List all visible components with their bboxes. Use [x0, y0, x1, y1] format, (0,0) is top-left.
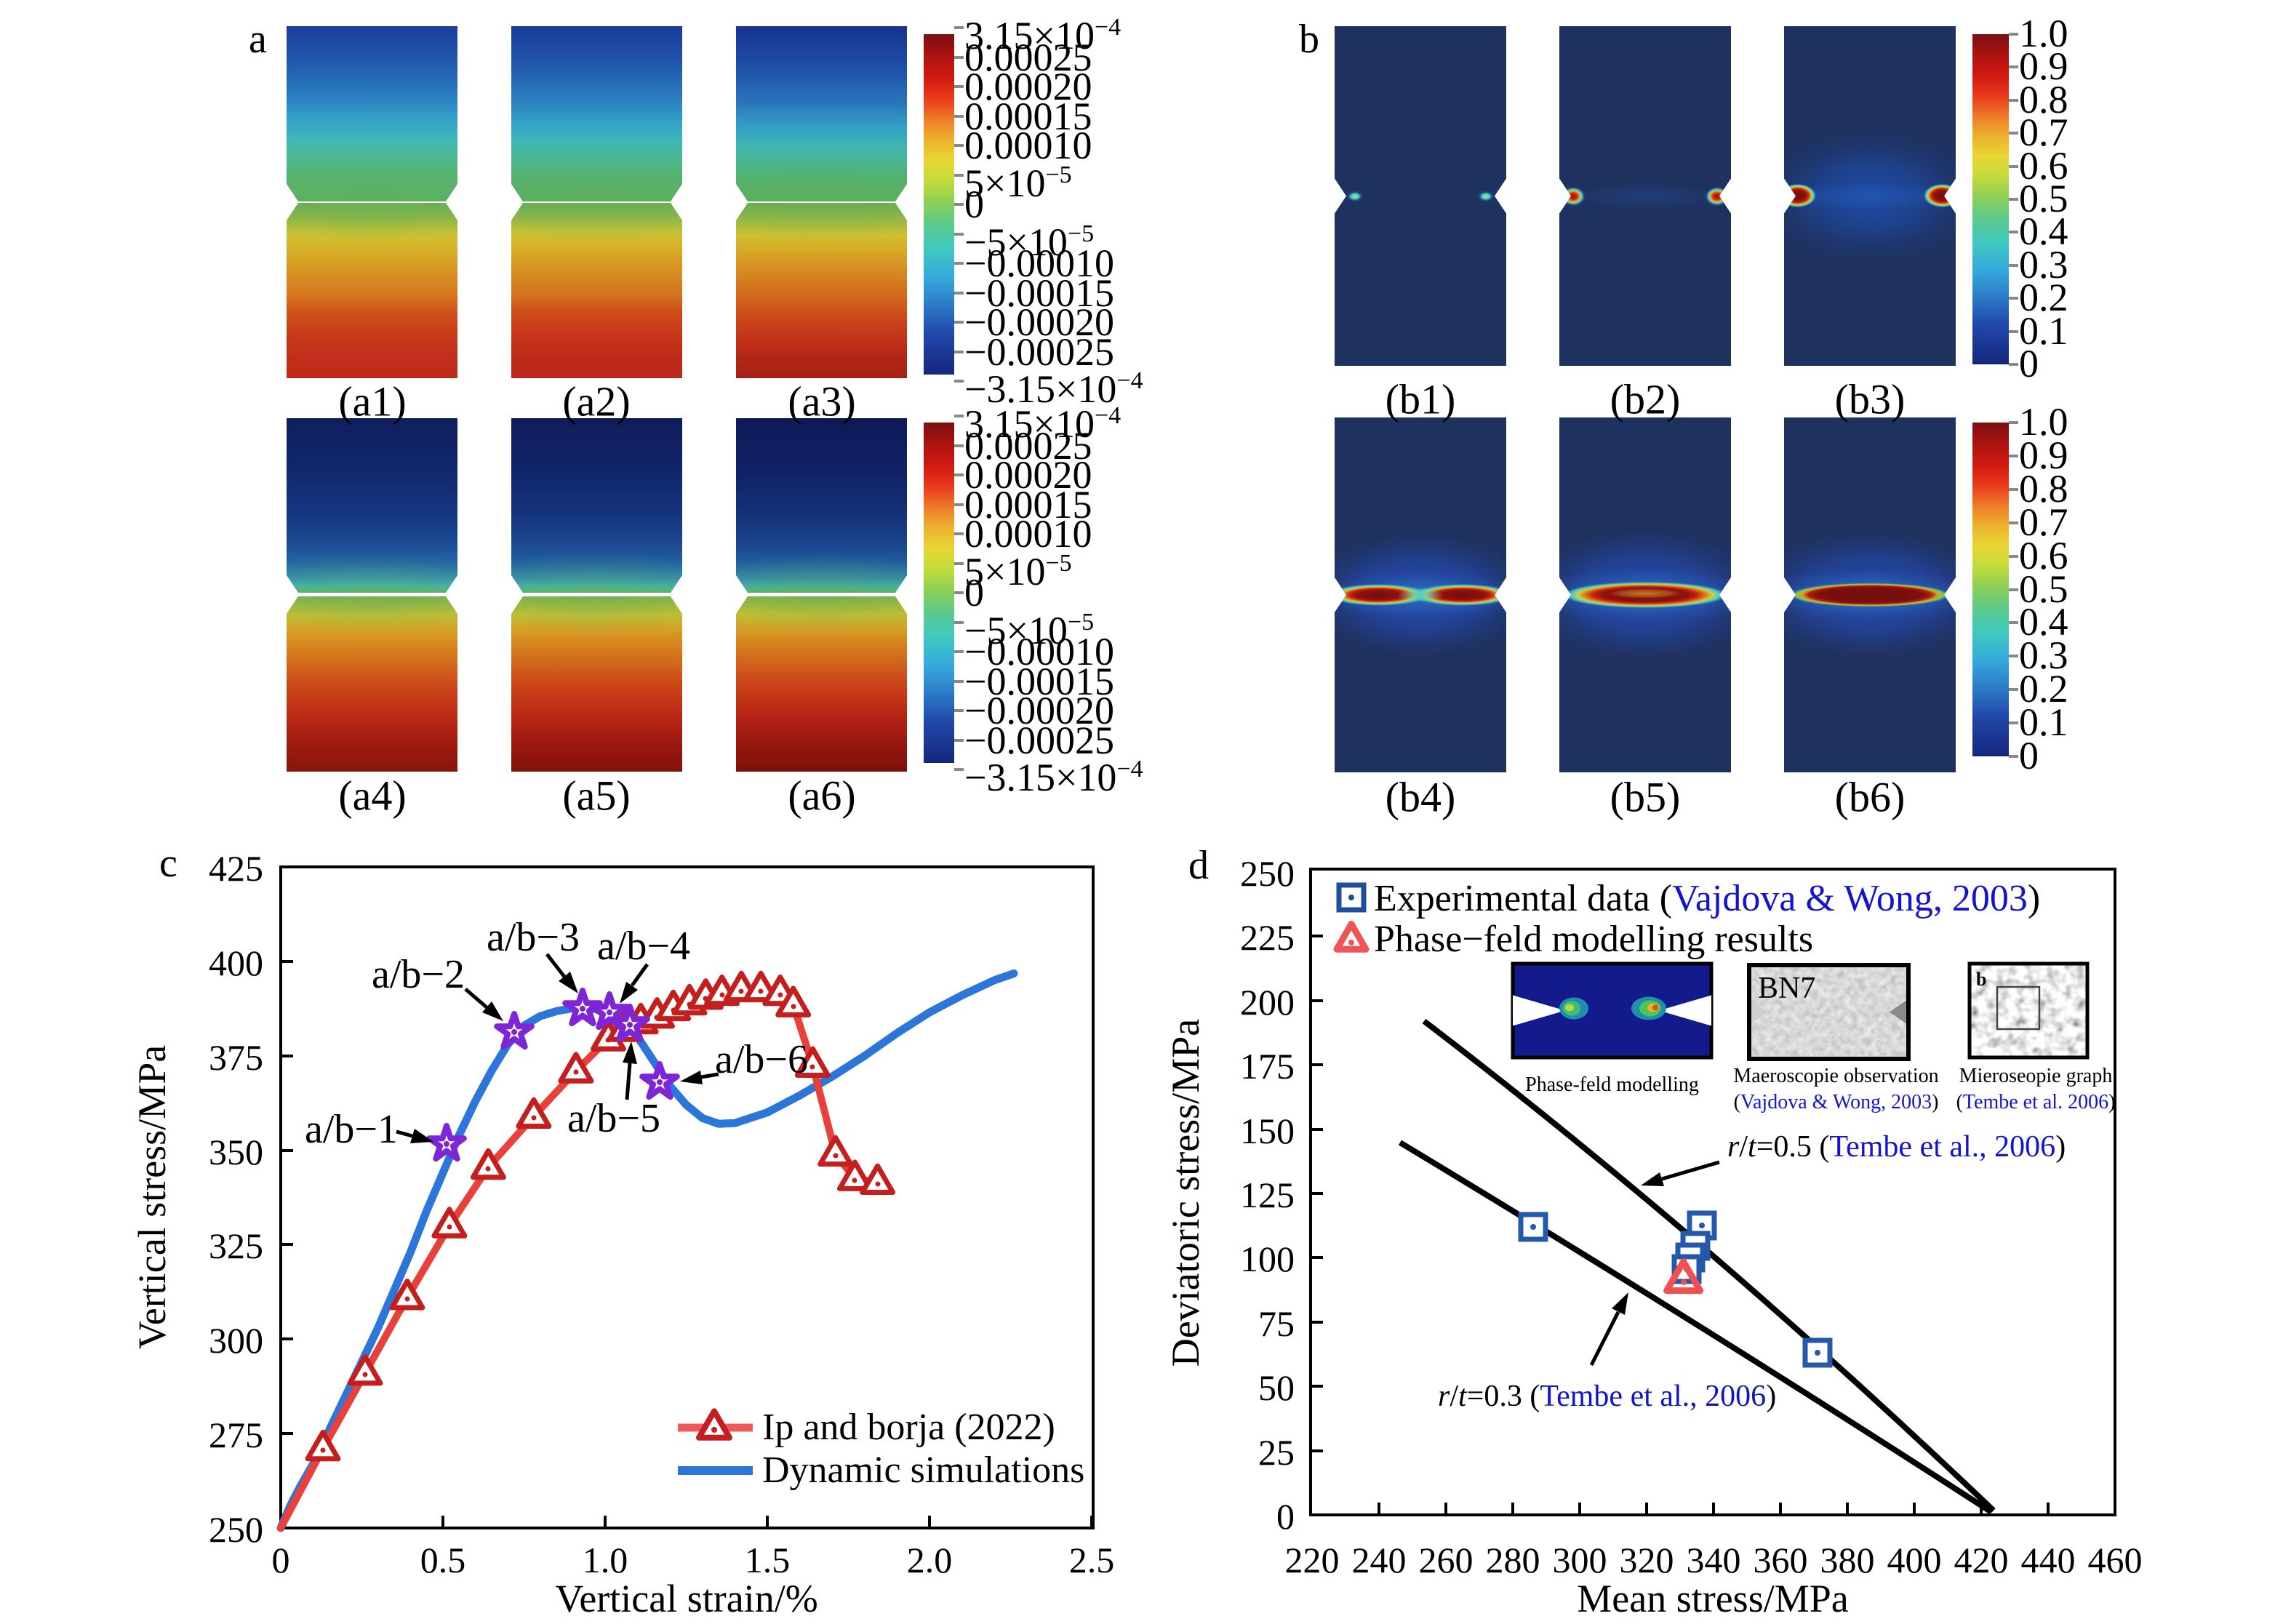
svg-text:280: 280: [1486, 1540, 1540, 1580]
svg-text:220: 220: [1285, 1540, 1340, 1580]
svg-text:a/b−1: a/b−1: [305, 1107, 398, 1152]
svg-text:150: 150: [1240, 1111, 1295, 1151]
svg-text:225: 225: [1240, 917, 1295, 958]
svg-text:375: 375: [209, 1037, 263, 1078]
svg-text:a/b−3: a/b−3: [487, 915, 580, 960]
svg-text:300: 300: [1553, 1540, 1607, 1580]
svg-text:b: b: [1976, 969, 1986, 990]
svg-text:350: 350: [209, 1132, 263, 1172]
svg-text:a/b−4: a/b−4: [597, 924, 690, 969]
svg-text:175: 175: [1240, 1046, 1295, 1087]
svg-text:d: d: [1188, 843, 1209, 888]
svg-text:Ip and borja (2022): Ip and borja (2022): [762, 1407, 1055, 1448]
svg-text:Vertical stress/MPa: Vertical stress/MPa: [130, 1045, 174, 1349]
svg-text:Deviatoric stress/MPa: Deviatoric stress/MPa: [1164, 1019, 1207, 1367]
svg-text:400: 400: [209, 943, 263, 983]
svg-text:50: 50: [1258, 1367, 1295, 1408]
svg-text:340: 340: [1687, 1540, 1741, 1580]
svg-text:Maeroscopie observation: Maeroscopie observation: [1733, 1065, 1938, 1087]
svg-text:460: 460: [2088, 1540, 2143, 1580]
svg-text:200: 200: [1240, 982, 1295, 1023]
svg-text:(Tembe et al. 2006): (Tembe et al. 2006): [1956, 1091, 2116, 1113]
svg-text:Mieroseopie graph: Mieroseopie graph: [1959, 1065, 2113, 1087]
svg-text:Phase-feld modelling: Phase-feld modelling: [1525, 1073, 1699, 1096]
svg-text:320: 320: [1620, 1540, 1674, 1580]
svg-text:0: 0: [272, 1540, 290, 1580]
svg-text:420: 420: [1954, 1540, 2009, 1580]
svg-text:r/t=0.3 (Tembe et al., 2006): r/t=0.3 (Tembe et al., 2006): [1438, 1380, 1776, 1413]
svg-text:Vertical strain/%: Vertical strain/%: [555, 1577, 817, 1620]
svg-text:c: c: [159, 841, 177, 886]
svg-text:Dynamic simulations: Dynamic simulations: [762, 1449, 1084, 1491]
svg-text:a/b−2: a/b−2: [372, 952, 465, 997]
svg-text:2.5: 2.5: [1069, 1540, 1115, 1580]
svg-text:75: 75: [1258, 1303, 1295, 1344]
svg-text:25: 25: [1258, 1432, 1295, 1473]
svg-text:Phase−feld modelling results: Phase−feld modelling results: [1374, 919, 1813, 960]
svg-text:250: 250: [209, 1509, 263, 1550]
svg-text:260: 260: [1419, 1540, 1474, 1580]
svg-text:Experimental data (Vajdova & W: Experimental data (Vajdova & Wong, 2003): [1374, 878, 2040, 919]
svg-text:a/b−6: a/b−6: [715, 1037, 808, 1082]
svg-text:360: 360: [1754, 1540, 1808, 1580]
svg-text:300: 300: [209, 1320, 263, 1361]
svg-text:400: 400: [1887, 1540, 1942, 1580]
svg-text:Mean stress/MPa: Mean stress/MPa: [1577, 1577, 1848, 1620]
svg-text:240: 240: [1352, 1540, 1407, 1580]
svg-text:275: 275: [209, 1415, 263, 1455]
svg-text:BN7: BN7: [1758, 972, 1815, 1005]
svg-text:(Vajdova & Wong, 2003): (Vajdova & Wong, 2003): [1734, 1091, 1939, 1113]
svg-text:125: 125: [1240, 1175, 1295, 1215]
svg-text:440: 440: [2021, 1540, 2076, 1580]
svg-text:0: 0: [1276, 1496, 1295, 1537]
svg-text:0.5: 0.5: [420, 1540, 466, 1580]
svg-text:425: 425: [209, 848, 263, 889]
svg-text:1.0: 1.0: [583, 1540, 628, 1580]
svg-text:250: 250: [1240, 853, 1295, 894]
svg-text:1.5: 1.5: [745, 1540, 791, 1580]
svg-text:r/t=0.5 (Tembe et al., 2006): r/t=0.5 (Tembe et al., 2006): [1727, 1130, 2066, 1164]
svg-text:100: 100: [1240, 1239, 1295, 1279]
svg-text:a/b−5: a/b−5: [567, 1096, 660, 1141]
svg-text:325: 325: [209, 1225, 263, 1266]
svg-text:2.0: 2.0: [907, 1540, 953, 1580]
svg-text:380: 380: [1820, 1540, 1875, 1580]
